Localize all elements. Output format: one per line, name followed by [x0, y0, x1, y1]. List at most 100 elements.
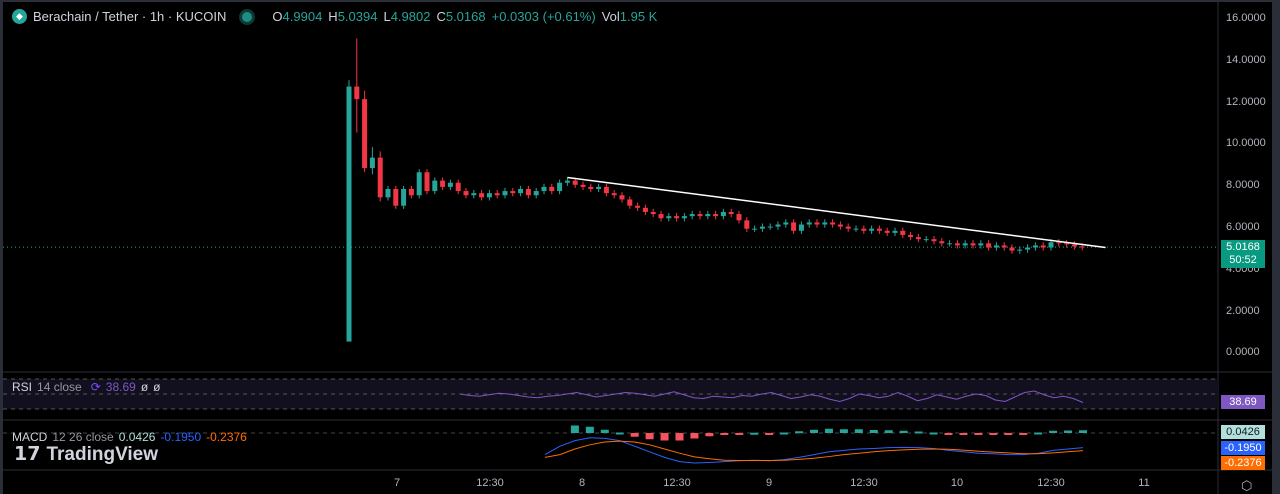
candle	[580, 184, 586, 187]
candle	[362, 99, 368, 169]
settings-gear-icon[interactable]: ⬡	[1241, 478, 1253, 493]
candle	[947, 243, 953, 245]
candle	[393, 188, 399, 206]
candle	[619, 195, 625, 200]
candle	[1017, 249, 1023, 251]
candle	[814, 222, 820, 225]
rsi-params: 14 close	[37, 380, 82, 394]
macd-histogram-bar	[570, 425, 579, 433]
candle	[401, 188, 407, 206]
candle	[806, 222, 812, 225]
macd-histogram-bar	[929, 432, 938, 435]
macd-name: MACD	[12, 430, 48, 444]
candle	[744, 220, 750, 229]
low-label: L	[383, 9, 391, 24]
candle	[915, 237, 921, 240]
macd-histogram-bar	[675, 433, 684, 441]
candle	[970, 243, 976, 246]
candle	[1064, 243, 1070, 245]
macd-histogram-bar	[839, 429, 848, 433]
macd-histogram-bar	[899, 430, 908, 433]
change-value: +0.0303 (+0.61%)	[491, 9, 596, 24]
time-tick: 12:30	[850, 477, 878, 489]
open-value: 4.9904	[282, 9, 323, 24]
candle	[876, 228, 882, 231]
candle	[354, 86, 360, 100]
close-value: 5.0168	[445, 9, 486, 24]
candle	[369, 157, 375, 169]
time-tick: 9	[765, 477, 773, 489]
candle	[635, 205, 641, 208]
price-tick: 8.0000	[1226, 179, 1260, 192]
berachain-logo-icon: ◆	[12, 9, 27, 24]
candle	[533, 191, 539, 196]
candle	[1048, 242, 1054, 248]
price-tick: 0.0000	[1226, 346, 1260, 359]
candle	[713, 214, 719, 217]
candle	[658, 214, 664, 219]
high-value: 5.0394	[337, 9, 378, 24]
macd-hist-tag: 0.0426	[1221, 425, 1265, 439]
candle	[557, 182, 563, 192]
candle	[705, 214, 711, 217]
candle	[611, 193, 617, 196]
macd-histogram-bar	[944, 433, 953, 435]
close-label: C	[436, 9, 446, 24]
candle	[861, 228, 867, 231]
macd-histogram-bar	[600, 429, 609, 433]
high-label: H	[328, 9, 338, 24]
candle	[377, 157, 383, 198]
candle	[1056, 242, 1062, 244]
trendline	[567, 176, 1106, 249]
candle	[346, 86, 352, 342]
market-status-icon[interactable]	[242, 11, 253, 22]
candle	[689, 214, 695, 217]
candle	[837, 224, 843, 227]
refresh-icon[interactable]: ⟳	[90, 380, 101, 394]
candle	[518, 188, 524, 194]
candle	[798, 224, 804, 231]
candle	[1001, 245, 1007, 248]
macd-legend[interactable]: MACD 12 26 close 0.0426 -0.1950 -0.2376	[12, 430, 247, 444]
candle	[923, 239, 929, 241]
low-value: 4.9802	[390, 9, 431, 24]
candle	[681, 216, 687, 219]
candle	[1079, 246, 1085, 248]
candle	[666, 216, 672, 219]
bar-countdown: 50:52	[1229, 254, 1257, 266]
time-tick: 7	[393, 477, 401, 489]
candle	[541, 186, 547, 192]
macd-histogram-bar	[1079, 430, 1087, 433]
brand-name: TradingView	[46, 443, 159, 465]
candle	[939, 241, 945, 244]
macd-histogram-bar	[810, 429, 818, 433]
candle	[1009, 247, 1015, 251]
macd-histogram-bar	[1049, 430, 1058, 433]
candle	[1032, 245, 1038, 248]
time-tick: 8	[578, 477, 586, 489]
macd-histogram-bar	[720, 433, 729, 435]
candle	[1025, 247, 1031, 250]
macd-histogram-bar	[660, 433, 669, 441]
signal-line	[544, 440, 1084, 461]
candle	[720, 211, 726, 217]
open-label: O	[272, 9, 283, 24]
tradingview-logo[interactable]: 𝟭𝟳 TradingView	[14, 443, 158, 466]
candle	[486, 193, 492, 198]
macd-histogram-bar	[1064, 430, 1073, 433]
macd-histogram-bar	[690, 433, 699, 439]
macd-histogram-bar	[585, 426, 594, 433]
macd-histogram-bar	[615, 432, 624, 435]
candle	[791, 222, 797, 231]
candle	[853, 228, 859, 230]
candle	[455, 182, 461, 192]
symbol-title[interactable]: Berachain / Tether · 1h · KUCOIN	[33, 9, 227, 24]
rsi-extra-1: ø	[140, 380, 149, 394]
rsi-legend[interactable]: RSI 14 close ⟳ 38.69 ø ø	[12, 380, 161, 394]
volume-value: 1.95 K	[619, 9, 658, 24]
macd-histogram-bar	[884, 430, 893, 433]
candle	[416, 172, 422, 196]
price-tick: 6.0000	[1226, 221, 1260, 233]
